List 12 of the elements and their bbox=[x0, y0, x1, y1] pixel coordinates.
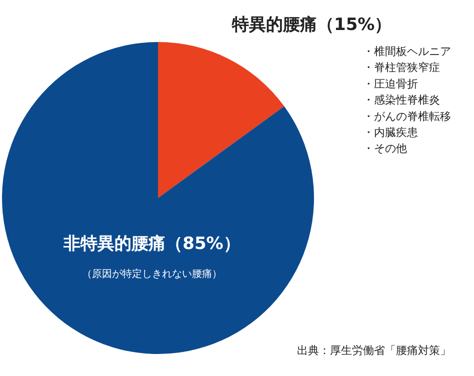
text: ・がんの脊椎転移 bbox=[363, 110, 451, 123]
pie-slice bbox=[158, 42, 284, 198]
text: ・感染性脊椎炎 bbox=[363, 94, 440, 107]
slice-label: 非特異的腰痛（85%） bbox=[62, 234, 240, 254]
text: （原因が特定しきれない腰痛） bbox=[82, 268, 222, 280]
text: ・圧迫骨折 bbox=[363, 77, 418, 90]
text: ・その他 bbox=[363, 142, 407, 156]
text: ・内臓疾患 bbox=[363, 126, 418, 139]
text: ・脊柱管狭窄症 bbox=[363, 61, 440, 74]
text: ・椎間板ヘルニア bbox=[363, 45, 451, 58]
source-note: 出典：厚生労働省「腰痛対策」 bbox=[297, 344, 451, 357]
slice-label: 特異的腰痛（15%） bbox=[231, 15, 392, 35]
